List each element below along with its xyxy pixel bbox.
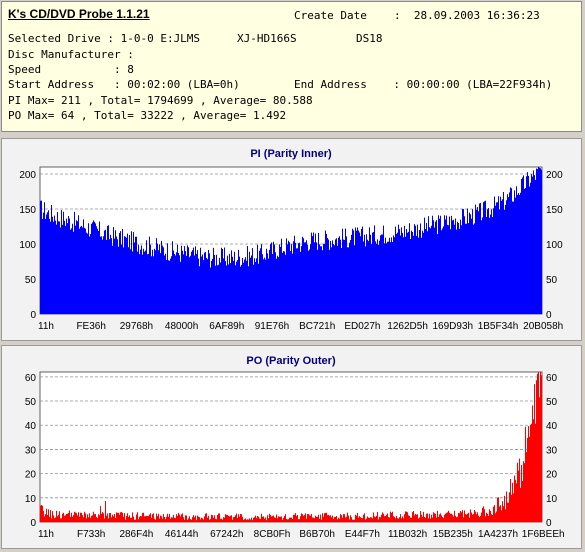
y-tick-label-right: 150 xyxy=(546,205,563,216)
y-tick-label-left: 50 xyxy=(25,275,37,286)
x-tick-label: 1B5F34h xyxy=(478,321,519,332)
y-tick-label-right: 10 xyxy=(546,494,558,505)
y-tick-label-right: 100 xyxy=(546,240,563,251)
x-tick-label: 6AF89h xyxy=(209,321,244,332)
end-address-line: End Address : 00:00:00 (LBA=22F934h) xyxy=(294,78,553,91)
x-tick-label: 8CB0Fh xyxy=(254,529,291,540)
po-chart: PO (Parity Outer) 0 0 10 10 20 20 30 30 40 40 50 50 6… xyxy=(25,355,565,540)
create-date-value: : 28.09.2003 16:36:23 xyxy=(394,9,540,22)
data-series xyxy=(40,167,542,314)
y-tick-label-left: 40 xyxy=(25,421,37,432)
y-tick-label-right: 200 xyxy=(546,170,563,181)
plot-area xyxy=(39,371,543,523)
x-tick-label: 29768h xyxy=(120,321,153,332)
x-tick-label: FE36h xyxy=(76,321,105,332)
y-tick-label-left: 10 xyxy=(25,494,37,505)
x-tick-label: 1A4237h xyxy=(478,529,518,540)
x-tick-label: 46144h xyxy=(165,529,198,540)
y-tick-label-right: 50 xyxy=(546,397,558,408)
pi-chart: PI (Parity Inner) 0 0 50 50 100 100 150 150 200 20… xyxy=(19,148,563,332)
y-tick-label-right: 20 xyxy=(546,470,558,481)
x-tick-label: E44F7h xyxy=(345,529,380,540)
x-tick-label: BC721h xyxy=(299,321,335,332)
x-tick-label: ED027h xyxy=(344,321,380,332)
drive-firmware: DS18 xyxy=(356,32,383,45)
chart-title: PO (Parity Outer) xyxy=(246,355,336,367)
x-tick-label: F733h xyxy=(77,529,105,540)
create-date-label: Create Date xyxy=(294,9,367,22)
x-tick-label: 286F4h xyxy=(119,529,153,540)
y-tick-label-left: 100 xyxy=(19,240,36,251)
x-tick-label: 91E76h xyxy=(255,321,289,332)
x-tick-label: 48000h xyxy=(165,321,198,332)
y-tick-label-right: 0 xyxy=(546,310,552,321)
po-chart-panel: PO (Parity Outer) 0 0 10 10 20 20 30 30 40 40 50 50 6… xyxy=(1,345,582,549)
x-tick-label: B6B70h xyxy=(299,529,335,540)
disc-manufacturer-line: Disc Manufacturer : xyxy=(8,48,134,61)
y-tick-label-left: 150 xyxy=(19,205,36,216)
data-bars xyxy=(40,372,542,522)
y-tick-label-right: 50 xyxy=(546,275,558,286)
y-tick-label-left: 0 xyxy=(30,310,36,321)
x-tick-label: 15B235h xyxy=(433,529,473,540)
start-address-line: Start Address : 00:02:00 (LBA=0h) xyxy=(8,78,240,91)
y-tick-label-left: 0 xyxy=(30,518,36,529)
x-tick-label: 20B058h xyxy=(523,321,563,332)
x-tick-label: 67242h xyxy=(210,529,243,540)
info-panel: K's CD/DVD Probe 1.1.21 Create Date : 28… xyxy=(1,1,582,132)
y-tick-label-right: 40 xyxy=(546,421,558,432)
x-tick-label: 11h xyxy=(38,321,54,332)
x-tick-label: 11h xyxy=(38,529,54,540)
speed-line: Speed : 8 xyxy=(8,63,134,76)
app-title: K's CD/DVD Probe 1.1.21 xyxy=(8,7,150,21)
x-tick-label: 169D93h xyxy=(433,321,474,332)
y-tick-label-right: 0 xyxy=(546,518,552,529)
x-tick-label: 11B032h xyxy=(388,529,427,540)
y-tick-label-left: 60 xyxy=(25,373,37,384)
pi-chart-panel: PI (Parity Inner) 0 0 50 50 100 100 150 150 200 20… xyxy=(1,138,582,341)
y-tick-label-right: 30 xyxy=(546,445,558,456)
drive-model: XJ-HD166S xyxy=(237,32,297,45)
chart-title: PI (Parity Inner) xyxy=(250,148,332,160)
y-tick-label-left: 30 xyxy=(25,445,37,456)
y-tick-label-left: 50 xyxy=(25,397,37,408)
data-bars xyxy=(40,167,542,314)
y-tick-label-left: 200 xyxy=(19,170,36,181)
selected-drive-line: Selected Drive : 1-0-0 E:JLMS xyxy=(8,32,201,45)
po-summary: PO Max= 64 , Total= 33222 , Average= 1.4… xyxy=(8,109,287,122)
data-series xyxy=(40,372,542,522)
y-tick-label-left: 20 xyxy=(25,470,37,481)
x-tick-label: 1262D5h xyxy=(387,321,428,332)
x-tick-label: 1F6BEEh xyxy=(522,529,565,540)
pi-summary: PI Max= 211 , Total= 1794699 , Average= … xyxy=(8,94,313,107)
y-tick-label-right: 60 xyxy=(546,373,558,384)
